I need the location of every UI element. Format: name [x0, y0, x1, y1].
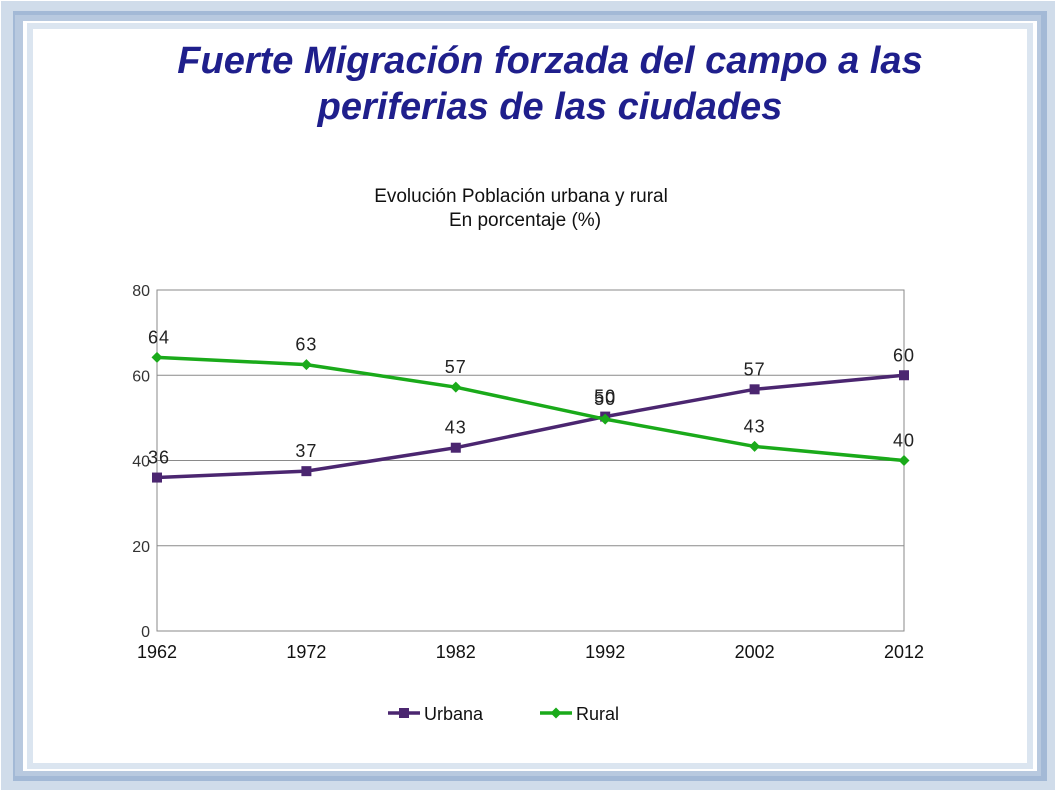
slide-title: Fuerte Migración forzada del campo a las…: [100, 38, 1000, 130]
y-tick-label-1: 20: [132, 539, 150, 556]
x-tick-label-5: 2012: [884, 642, 924, 662]
y-tick-label-4: 80: [132, 283, 150, 300]
data-label-urbana-1972: 37: [295, 441, 317, 461]
point-rural-2012: [898, 455, 910, 466]
x-tick-label-0: 1962: [137, 642, 177, 662]
series-line-urbana: [156, 373, 905, 480]
legend-label-urbana: Urbana: [424, 704, 484, 724]
data-label-rural-1992: 50: [594, 389, 616, 409]
x-tick-label-2: 1982: [436, 642, 476, 662]
slide-title-line1: Fuerte Migración forzada del campo a las: [177, 40, 923, 82]
point-rural-1982: [450, 381, 462, 393]
point-urbana-1962: [152, 472, 162, 483]
y-tick-label-2: 40: [132, 454, 150, 471]
legend-marker-urbana: [399, 708, 409, 718]
data-label-rural-1962: 64: [148, 327, 170, 347]
series-line-rural: [156, 355, 905, 463]
data-label-urbana-1992: 50: [594, 387, 616, 407]
x-tick-label-1: 1972: [286, 642, 326, 662]
data-label-rural-1972: 63: [295, 335, 317, 355]
point-rural-1992: [599, 413, 611, 425]
data-label-rural-1982: 57: [445, 357, 467, 377]
data-label-urbana-2002: 57: [744, 359, 766, 379]
point-urbana-2002: [749, 384, 760, 395]
chart-title: Evolución Población urbana y rural: [374, 186, 668, 207]
point-rural-2002: [749, 440, 761, 452]
y-tick-label-3: 60: [132, 368, 150, 385]
data-label-rural-2012: 40: [893, 431, 915, 451]
data-label-urbana-2012: 60: [893, 345, 915, 365]
data-label-urbana-1962: 36: [148, 448, 170, 468]
slide-title-line2: periferias de las ciudades: [317, 86, 783, 128]
legend-label-rural: Rural: [576, 704, 619, 724]
y-tick-label-0: 0: [141, 624, 150, 641]
data-label-urbana-1982: 43: [445, 418, 467, 438]
point-urbana-1982: [450, 442, 461, 453]
point-urbana-2012: [899, 370, 909, 381]
x-tick-label-4: 2002: [735, 642, 775, 662]
point-rural-1962: [151, 351, 163, 363]
point-urbana-1972: [301, 466, 312, 477]
legend-marker-rural: [550, 707, 562, 719]
x-tick-label-3: 1992: [585, 642, 625, 662]
point-rural-1972: [300, 359, 312, 371]
data-label-rural-2002: 43: [744, 416, 766, 436]
chart-subtitle: En porcentaje (%): [449, 210, 601, 231]
